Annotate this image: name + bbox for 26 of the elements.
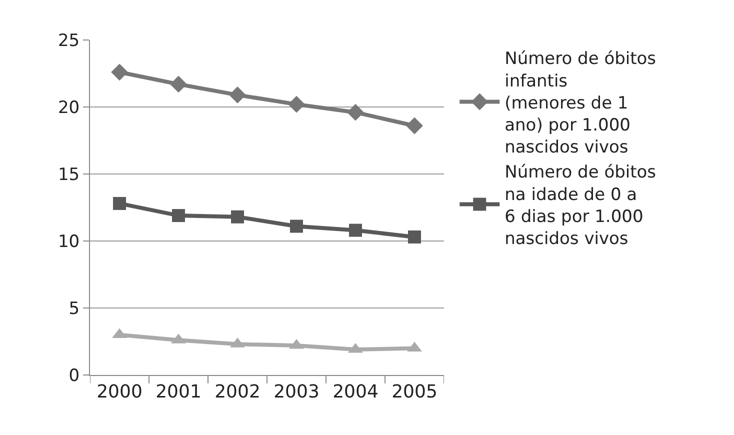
point [347,104,364,121]
x-tick-label: 2000 [96,382,142,403]
y-tick-label: 5 [68,298,80,319]
point [113,196,126,210]
x-tick-label: 2003 [274,382,320,403]
point [231,210,244,224]
point [172,209,185,222]
point [170,76,187,93]
legend-label: Número de óbitos infantis (menores de 1 ano) por 1.000 nascidos vivos [504,49,656,158]
y-tick-label: 25 [58,30,80,51]
x-tick-label: 2004 [332,382,378,403]
point [408,230,421,244]
y-tick-label: 10 [58,232,80,252]
point [288,96,305,113]
point [229,86,246,104]
y-tick-label: 0 [68,366,80,386]
point [406,117,423,134]
y-tick-label: 15 [58,164,80,185]
legend-label: Número de óbitos na idade de 0 a 6 dias por 1.000 nascidos vivos [504,162,656,249]
point [290,220,303,233]
x-tick-label: 2001 [156,382,202,403]
x-tick-label: 2005 [392,382,438,403]
x-tick-label: 2002 [214,382,260,403]
point [111,64,128,81]
y-tick-label: 20 [58,98,80,118]
point [349,224,362,237]
